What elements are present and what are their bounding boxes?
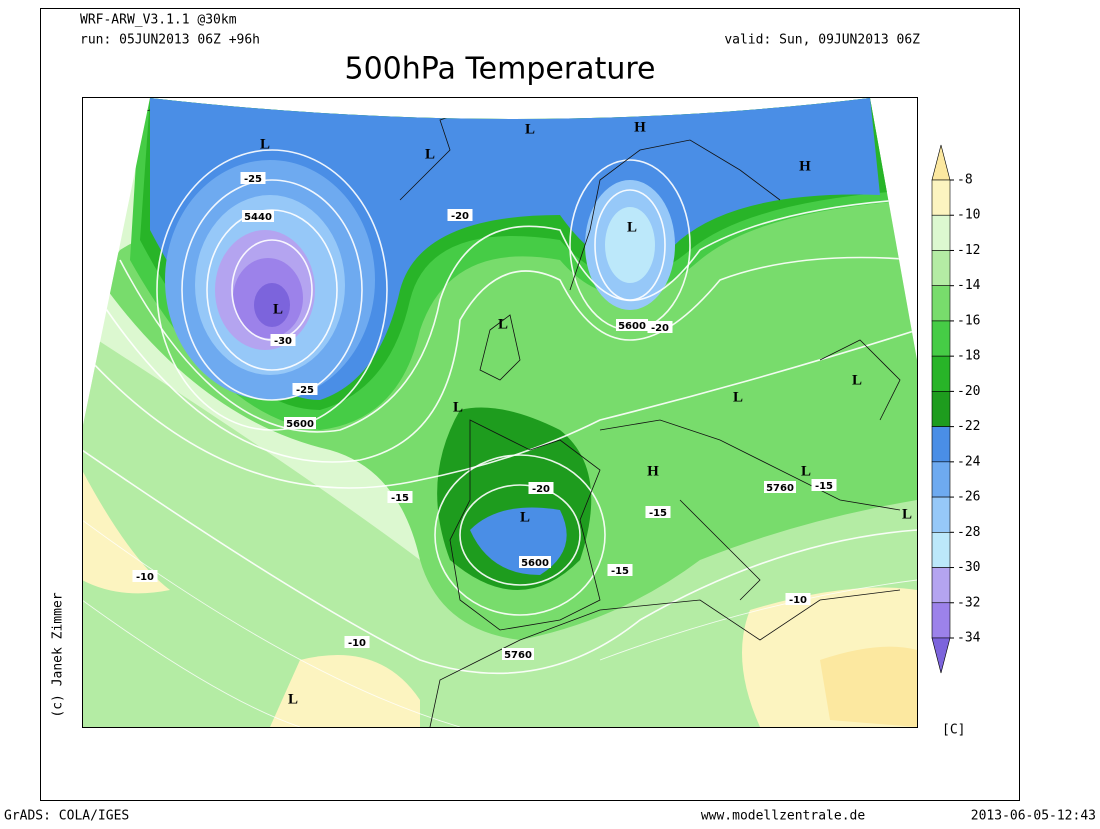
pressure-center-label: L: [627, 219, 637, 235]
colorbar-tick-label: -24: [957, 454, 981, 469]
contour-label-box: [616, 319, 648, 331]
contour-label: 5760: [504, 650, 532, 661]
contour-label-box: [647, 321, 673, 333]
colorbar-box: [931, 532, 951, 568]
contour-label: -15: [815, 481, 833, 492]
pressure-center-label: L: [733, 389, 743, 405]
contour-label: 5600: [286, 419, 314, 430]
colorbar-bottom: [931, 637, 951, 674]
colorbar-tick-label: -12: [957, 243, 980, 258]
contour-label-box: [811, 479, 837, 491]
contour-label-box: [387, 491, 413, 503]
contour-label-box: [607, 564, 633, 576]
contour-label: -20: [651, 323, 669, 334]
colorbar-box: [931, 179, 951, 216]
contour-label: -10: [348, 638, 366, 649]
colorbar-tick-label: -16: [957, 313, 980, 328]
map-title: 500hPa Temperature: [345, 52, 656, 87]
pressure-center-label: L: [425, 146, 435, 162]
colorbar-box: [931, 426, 951, 463]
coastlines: [82, 109, 901, 727]
colorbar-tick-label: -20: [957, 384, 980, 399]
colorbar-box: [931, 355, 951, 392]
colorbar-unit: [C]: [942, 723, 965, 738]
pressure-center-label: L: [273, 301, 283, 317]
contour-label-box: [292, 383, 318, 395]
pressure-center-label: L: [801, 463, 811, 479]
credit: (c) Janek Zimmer: [51, 592, 66, 717]
colorbar: -8 -10 -12 -14 -16 -18 -20 -22 -24 -26 -28 -30 -32 -3…: [931, 144, 981, 674]
colorbar-tick-label: -14: [957, 278, 981, 293]
model-label: WRF-ARW_V3.1.1 @30km: [80, 13, 237, 28]
contour-label: -10: [789, 595, 807, 606]
contour-label-box: [240, 172, 266, 184]
colorbar-tick-label: -34: [957, 631, 981, 646]
footer-left: GrADS: COLA/IGES: [4, 809, 129, 824]
pressure-center-label: L: [852, 372, 862, 388]
contour-label: 5600: [521, 558, 549, 569]
colorbar-box: [931, 285, 951, 322]
run-label: run: 05JUN2013 06Z +96h: [80, 33, 260, 48]
contour-label: -15: [649, 508, 667, 519]
pressure-center-label: H: [634, 119, 646, 135]
footer-center: www.modellzentrale.de: [701, 809, 866, 824]
colorbar-box: [931, 214, 951, 251]
map-labels: L L L H H L L L L L L H L L L L 5440 -25 -30 -25 5600 -20 5600…: [132, 119, 912, 707]
valid-label: valid: Sun, 09JUN2013 06Z: [724, 33, 920, 48]
pressure-center-label: H: [799, 158, 811, 174]
pressure-center-label: L: [498, 316, 508, 332]
contour-label-box: [132, 570, 158, 582]
contour-label-box: [785, 593, 811, 605]
pressure-center-label: L: [453, 399, 463, 415]
footer-right: 2013-06-05-12:43: [971, 809, 1096, 824]
contour-label-box: [284, 417, 316, 429]
colorbar-box: [931, 496, 951, 533]
pressure-center-label: L: [902, 506, 912, 522]
contour-label-box: [344, 636, 370, 648]
contour-label-box: [270, 334, 296, 346]
contour-label: -25: [296, 385, 314, 396]
contour-label-box: [447, 209, 473, 221]
pressure-center-label: L: [520, 509, 530, 525]
colorbar-tick-label: -10: [957, 208, 980, 223]
contour-label: -30: [274, 336, 292, 347]
contour-label-box: [528, 482, 554, 494]
contour-label: -20: [451, 211, 469, 222]
pressure-center-label: L: [288, 691, 298, 707]
map-frame: [82, 97, 918, 728]
colorbar-tick-label: -28: [957, 525, 980, 540]
colorbar-box: [931, 602, 951, 639]
contour-label: -10: [136, 572, 154, 583]
contour-label: -15: [611, 566, 629, 577]
colorbar-tick-label: -30: [957, 560, 980, 575]
map-fields: L L L H H L L L L L L H L L L L 5440 -25 -30 -25 5600 -20 5600…: [82, 98, 917, 727]
colorbar-tick-label: -26: [957, 490, 980, 505]
colorbar-tick-label: -18: [957, 349, 980, 364]
contour-label: 5600: [618, 321, 646, 332]
contours: [82, 149, 917, 727]
colorbar-box: [931, 391, 951, 427]
contour-label: -25: [244, 174, 262, 185]
colorbar-box: [931, 461, 951, 498]
pressure-center-label: L: [260, 136, 270, 152]
colorbar-tick-label: -32: [957, 595, 980, 610]
colorbar-box: [931, 250, 951, 286]
contour-label: 5440: [244, 212, 272, 223]
contour-label-box: [645, 506, 671, 518]
pressure-center-label: L: [525, 121, 535, 137]
contour-label: -20: [532, 484, 550, 495]
contour-label-box: [502, 648, 534, 660]
contour-label: -15: [391, 493, 409, 504]
contour-label: 5760: [766, 483, 794, 494]
colorbar-tick-label: -8: [957, 173, 973, 188]
contour-label-box: [519, 556, 551, 568]
contour-label-box: [764, 481, 796, 493]
pressure-center-label: H: [647, 463, 659, 479]
colorbar-box: [931, 320, 951, 357]
colorbar-box: [931, 567, 951, 604]
colorbar-tick-label: -22: [957, 419, 980, 434]
contour-label-box: [242, 210, 274, 222]
